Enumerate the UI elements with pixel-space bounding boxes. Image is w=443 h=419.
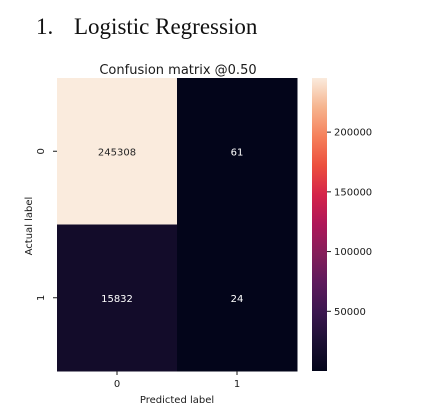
- colorbar-tick-label: 100000: [334, 247, 372, 258]
- cell-value-label: 24: [231, 294, 244, 305]
- heatmap-cell: [177, 224, 298, 372]
- x-axis-label: Predicted label: [140, 395, 214, 406]
- x-tick-label: 1: [234, 379, 240, 390]
- y-axis-label: Actual label: [24, 197, 35, 256]
- heatmap-cell: [57, 224, 178, 372]
- cell-value-label: 245308: [98, 147, 136, 158]
- section-title: Logistic Regression: [74, 14, 258, 39]
- colorbar-ticks: 50000 100000 150000 200000: [327, 128, 372, 318]
- cell-value-label: 61: [231, 147, 244, 158]
- colorbar-tick-label: 150000: [334, 187, 372, 198]
- heatmap-cells: [57, 78, 298, 372]
- cell-value-label: 15832: [101, 294, 133, 305]
- y-tick-label: 1: [36, 295, 47, 301]
- heatmap-cell: [177, 78, 298, 225]
- chart-title: Confusion matrix @0.50: [99, 63, 256, 78]
- colorbar: [312, 78, 327, 371]
- section-number: 1.: [36, 14, 54, 39]
- colorbar-tick-label: 200000: [334, 128, 372, 139]
- section-heading: 1. Logistic Regression: [36, 14, 257, 40]
- heatmap-cell-labels: 245308 61 15832 24: [98, 147, 243, 305]
- x-tick-label: 0: [114, 379, 120, 390]
- heatmap-cell: [57, 78, 178, 225]
- colorbar-tick-label: 50000: [334, 307, 366, 318]
- y-tick-label: 0: [36, 148, 47, 154]
- y-axis-ticks: 01: [36, 148, 57, 301]
